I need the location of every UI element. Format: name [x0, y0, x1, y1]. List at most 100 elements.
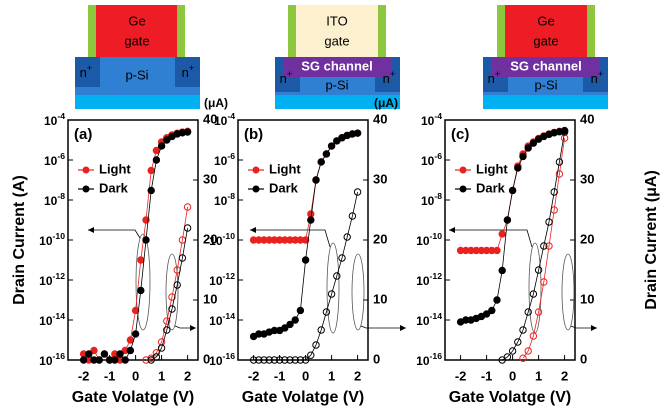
panel-label: (b): [244, 126, 263, 143]
open-marker: [540, 242, 548, 250]
open-marker: [270, 356, 279, 364]
open-marker: [312, 341, 320, 349]
drain-label: n+: [383, 69, 396, 86]
x-tick-label: -2: [248, 368, 260, 383]
open-marker: [560, 128, 569, 136]
open-marker: [281, 356, 289, 364]
y-axis-title: Drain Current (A): [11, 175, 28, 305]
open-marker: [560, 134, 569, 142]
open-marker: [275, 356, 284, 364]
x-tick-label: 2: [561, 368, 568, 383]
x-tick-label: -1: [274, 368, 286, 383]
open-marker: [152, 353, 161, 361]
y-tick-label: 10-16: [209, 351, 235, 368]
y-tick-label: 10-8: [44, 191, 65, 208]
arrow-head: [449, 227, 455, 233]
source-label: n+: [488, 69, 501, 86]
open-marker: [550, 188, 558, 196]
y2-tick-label: 20: [580, 231, 594, 246]
y-tick-label: 10-10: [39, 231, 65, 248]
filled-marker: [312, 176, 320, 184]
open-marker: [550, 206, 558, 214]
filled-marker: [519, 152, 527, 161]
open-marker: [555, 158, 564, 166]
legend-marker: [82, 185, 90, 193]
open-marker: [529, 332, 538, 340]
y-tick-label: 10-4: [421, 111, 442, 128]
x-tick-label: 2: [354, 368, 361, 383]
x-tick-label: -2: [78, 368, 90, 383]
filled-marker: [286, 320, 294, 329]
annotation-arrow: [570, 325, 597, 329]
open-marker: [353, 188, 362, 196]
open-marker: [173, 281, 181, 289]
filled-marker: [147, 166, 155, 175]
open-marker: [529, 290, 538, 298]
y2-tick-label: 10: [580, 291, 594, 306]
y-tick-label: 10-6: [214, 151, 235, 168]
annotation-arrow: [88, 229, 141, 239]
arrow-head: [88, 227, 94, 233]
open-marker: [286, 356, 294, 364]
filled-marker: [301, 256, 310, 264]
series-line: [522, 137, 565, 359]
filled-marker: [301, 236, 310, 244]
filled-marker: [281, 324, 289, 332]
y2-tick-label: 0: [580, 351, 587, 366]
y2-tick-label: 30: [580, 171, 594, 186]
filled-marker: [183, 128, 192, 136]
body-label: p-Si: [325, 77, 348, 92]
y2-tick-label: 30: [203, 171, 217, 186]
arrow-head: [591, 325, 597, 331]
filled-marker: [85, 350, 93, 358]
open-marker: [249, 356, 258, 364]
open-marker: [307, 351, 315, 359]
open-marker: [524, 308, 532, 316]
open-marker: [168, 293, 176, 301]
annotation-arrow: [449, 229, 533, 248]
filled-marker: [307, 216, 315, 224]
legend-marker: [459, 185, 467, 193]
y-tick-label: 10-12: [39, 271, 65, 288]
open-marker: [291, 356, 299, 364]
gate-label: gate: [124, 33, 149, 48]
filled-marker: [126, 346, 135, 355]
source-label: n+: [280, 69, 293, 86]
filled-marker: [152, 156, 161, 164]
filled-marker: [327, 142, 336, 150]
filled-marker: [137, 286, 145, 295]
filled-marker: [493, 246, 501, 255]
open-marker: [163, 317, 171, 325]
legend-marker: [252, 166, 260, 174]
x-tick-label: 1: [535, 368, 542, 383]
annotation-ellipse: [165, 253, 179, 331]
legend-label: Light: [269, 161, 301, 176]
annotation-ellipse: [561, 253, 575, 331]
filled-marker: [322, 150, 331, 158]
open-marker: [540, 278, 548, 286]
annotation-ellipse: [135, 233, 151, 331]
schematic-c: Ge gate SG channel p-Si n+ n+: [483, 5, 608, 109]
open-marker: [333, 272, 341, 280]
y-tick-label: 10-10: [416, 231, 442, 248]
drain-label: n+: [591, 69, 604, 86]
filled-marker: [514, 164, 522, 172]
open-marker: [545, 218, 553, 226]
open-marker: [534, 308, 543, 316]
x-tick-label: 1: [328, 368, 335, 383]
y-tick-label: 10-14: [39, 311, 65, 328]
filled-marker: [498, 266, 506, 275]
drain-label: n+: [182, 63, 195, 80]
open-marker: [348, 212, 357, 220]
y-tick-label: 10-14: [209, 311, 235, 328]
y2-unit: (μA): [374, 96, 398, 110]
filled-marker: [131, 330, 140, 338]
y-tick-label: 10-14: [416, 311, 442, 328]
channel-label: SG channel: [301, 58, 373, 73]
legend-marker: [459, 166, 467, 174]
open-marker: [519, 326, 527, 334]
open-marker: [508, 347, 517, 355]
x-tick-label: -1: [481, 368, 493, 383]
open-marker: [168, 305, 176, 313]
y2-tick-label: 40: [580, 111, 594, 126]
